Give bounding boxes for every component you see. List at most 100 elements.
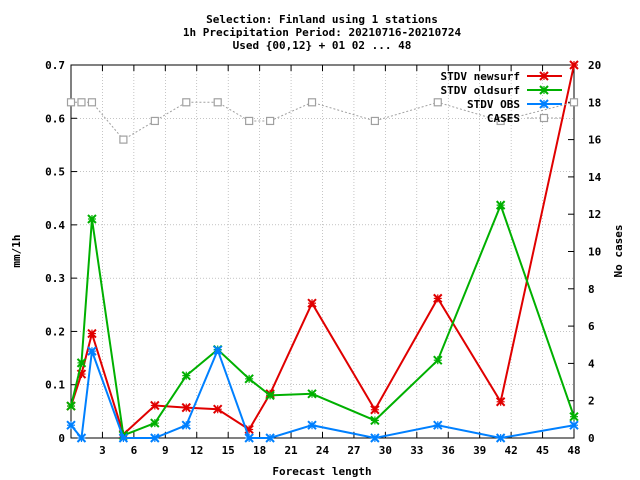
y2-axis-label: No cases (612, 225, 625, 278)
x-tick-label: 42 (505, 444, 518, 457)
y2-tick-label: 4 (588, 357, 595, 370)
data-point-stdv-obs (76, 433, 87, 443)
series-line-stdv-newsurf (70, 64, 575, 437)
y2-tick-label: 14 (588, 171, 602, 184)
y-tick-label: 0.6 (45, 112, 65, 125)
title-line-2: 1h Precipitation Period: 20210716-202107… (183, 26, 462, 39)
chart-title: Selection: Finland using 1 stations 1h P… (183, 13, 462, 52)
legend-item-stdv-newsurf: STDV newsurf (441, 70, 562, 83)
title-line-1: Selection: Finland using 1 stations (206, 13, 438, 26)
data-point-stdv-obs (66, 420, 76, 430)
y-tick-label: 0.4 (45, 219, 65, 232)
y2-tick-label: 6 (588, 320, 595, 333)
x-axis-ticks: 3 6 9 12 15 18 21 24 27 30 33 36 39 42 45 48 (99, 65, 581, 457)
y-axis-label: mm/1h (10, 234, 23, 267)
series-line-stdv-obs (70, 347, 575, 441)
y2-tick-label: 10 (588, 246, 601, 259)
y2-tick-label: 20 (588, 59, 601, 72)
data-point-stdv-oldsurf (87, 214, 97, 224)
legend-label: STDV OBS (467, 98, 520, 111)
data-point-stdv-newsurf (370, 405, 380, 415)
y-tick-label: 0.5 (45, 166, 65, 179)
y-tick-label: 0 (58, 432, 65, 445)
data-point-stdv-oldsurf (265, 390, 275, 401)
series-line-cases (71, 101, 575, 141)
data-point-stdv-obs (150, 433, 160, 443)
series-cases (66, 98, 579, 144)
y2-axis-ticks: 0 2 4 6 8 10 12 14 16 18 20 (568, 59, 602, 445)
x-tick-label: 36 (442, 444, 456, 457)
legend-label: STDV newsurf (441, 70, 520, 83)
series-line-stdv-oldsurf (70, 202, 575, 437)
data-point-stdv-obs (244, 433, 254, 443)
legend-item-cases: CASES (487, 112, 562, 125)
data-point-stdv-newsurf (433, 293, 443, 304)
data-point-stdv-obs (433, 420, 443, 430)
data-point-stdv-oldsurf (433, 355, 443, 365)
data-point-stdv-newsurf (87, 328, 97, 339)
data-point-stdv-oldsurf (244, 374, 254, 384)
legend-item-stdv-obs: STDV OBS (467, 98, 562, 111)
x-tick-label: 48 (567, 444, 580, 457)
y2-tick-label: 2 (588, 395, 595, 408)
data-point-cases (433, 98, 442, 107)
data-point-stdv-obs (569, 420, 579, 430)
data-point-stdv-obs (265, 433, 275, 443)
data-point-cases (213, 98, 222, 107)
data-point-cases (245, 116, 254, 126)
data-point-cases (87, 98, 97, 107)
y2-tick-label: 8 (588, 283, 595, 296)
legend-swatch-marker (539, 85, 549, 95)
x-axis-label: Forecast length (272, 465, 371, 478)
x-tick-label: 33 (410, 444, 423, 457)
y-tick-label: 0.2 (45, 325, 65, 338)
x-tick-label: 15 (222, 444, 235, 457)
data-point-stdv-oldsurf (150, 418, 160, 428)
data-point-stdv-oldsurf (66, 401, 76, 411)
data-point-stdv-newsurf (307, 298, 317, 308)
x-tick-label: 18 (253, 444, 266, 457)
y2-tick-label: 16 (588, 134, 602, 147)
title-line-3: Used {00,12} + 01 02 ... 48 (233, 39, 412, 52)
series-stdv-oldsurf (66, 200, 579, 441)
data-point-cases (182, 98, 191, 107)
y2-tick-label: 0 (588, 432, 595, 445)
data-point-stdv-obs (87, 346, 97, 356)
data-point-cases (66, 98, 76, 107)
data-point-cases (150, 116, 159, 126)
y-tick-label: 0.3 (45, 272, 65, 285)
x-tick-label: 45 (536, 444, 549, 457)
data-point-stdv-obs (495, 433, 506, 443)
data-point-stdv-obs (213, 345, 223, 355)
x-tick-label: 6 (131, 444, 138, 457)
legend-swatch-marker (539, 71, 549, 81)
data-point-stdv-newsurf (181, 402, 191, 413)
x-tick-label: 21 (284, 444, 298, 457)
y2-tick-label: 18 (588, 96, 601, 109)
legend-item-stdv-oldsurf: STDV oldsurf (441, 84, 562, 97)
series-layer (66, 60, 579, 443)
data-point-cases (119, 135, 128, 144)
data-point-stdv-newsurf (495, 397, 506, 407)
x-tick-label: 12 (190, 444, 203, 457)
x-tick-label: 9 (162, 444, 169, 457)
data-point-stdv-obs (307, 420, 317, 430)
grid (71, 65, 574, 438)
data-point-stdv-obs (370, 433, 380, 443)
y-axis-ticks: 0 0.1 0.2 0.3 0.4 0.5 0.6 0.7 (45, 59, 77, 445)
x-tick-label: 30 (379, 444, 392, 457)
data-point-cases (370, 116, 379, 126)
data-point-stdv-obs (181, 420, 191, 430)
data-point-stdv-oldsurf (76, 358, 87, 368)
data-point-stdv-oldsurf (495, 200, 506, 210)
y2-tick-label: 12 (588, 208, 601, 221)
data-point-stdv-newsurf (569, 60, 579, 70)
y-tick-label: 0.7 (45, 59, 65, 72)
legend-swatch-marker (539, 113, 549, 123)
data-point-cases (77, 98, 86, 107)
x-tick-label: 39 (473, 444, 486, 457)
data-point-cases (569, 98, 579, 107)
data-point-stdv-newsurf (150, 400, 160, 411)
